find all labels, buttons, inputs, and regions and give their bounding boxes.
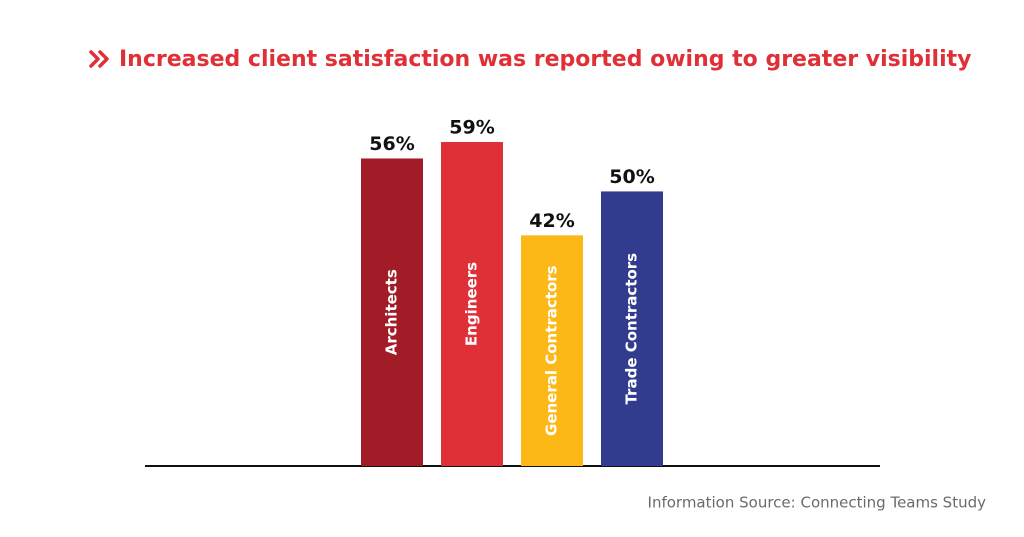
bar bbox=[601, 191, 663, 467]
value-label: 42% bbox=[529, 210, 574, 232]
category-label: Architects bbox=[383, 269, 401, 355]
bar bbox=[441, 142, 503, 466]
value-label: 50% bbox=[609, 166, 654, 188]
value-label: 59% bbox=[449, 117, 494, 139]
bar bbox=[521, 235, 583, 466]
chevron bbox=[89, 50, 100, 68]
category-label: Trade Contractors bbox=[623, 253, 641, 405]
source-note: Information Source: Connecting Teams Stu… bbox=[648, 494, 987, 512]
title-icon bbox=[89, 50, 109, 68]
bar bbox=[361, 158, 423, 466]
chevron bbox=[98, 50, 109, 68]
category-label: General Contractors bbox=[543, 265, 561, 436]
value-label: 56% bbox=[369, 133, 414, 155]
category-label: Engineers bbox=[463, 262, 481, 346]
chart-title: Increased client satisfaction was report… bbox=[119, 47, 972, 72]
